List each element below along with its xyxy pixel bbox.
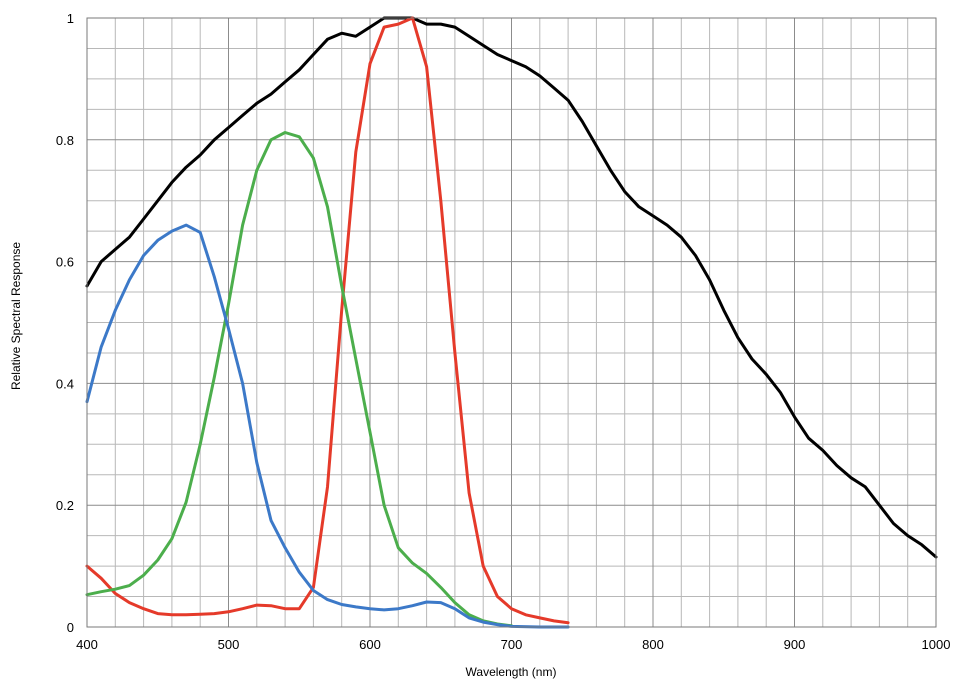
x-tick-label: 700	[501, 637, 523, 652]
y-tick-label: 1	[67, 11, 74, 26]
y-tick-label: 0.6	[56, 255, 74, 270]
x-tick-label: 500	[218, 637, 240, 652]
series-line-4	[85, 223, 570, 629]
x-tick-label: 800	[642, 637, 664, 652]
x-tick-label: 400	[76, 637, 98, 652]
x-axis-title: Wavelength (nm)	[466, 665, 557, 679]
series-layer	[85, 16, 938, 629]
x-axis-ticks: 400 500 600 700 800 900 1000	[76, 637, 950, 652]
y-tick-label: 0	[67, 620, 74, 635]
y-axis-ticks: 0 0.2 0.4 0.6 0.8 1	[56, 11, 74, 635]
y-tick-label: 0.2	[56, 498, 74, 513]
series-line-2	[85, 16, 570, 625]
plot-area-border	[86, 17, 937, 628]
x-tick-label: 900	[784, 637, 806, 652]
x-tick-label: 1000	[922, 637, 951, 652]
series-line-1	[85, 16, 938, 559]
series-line-3	[85, 131, 513, 628]
y-tick-label: 0.4	[56, 376, 74, 391]
x-tick-label: 600	[359, 637, 381, 652]
y-axis-title: Relative Spectral Response	[9, 242, 23, 390]
y-tick-label: 0.8	[56, 133, 74, 148]
